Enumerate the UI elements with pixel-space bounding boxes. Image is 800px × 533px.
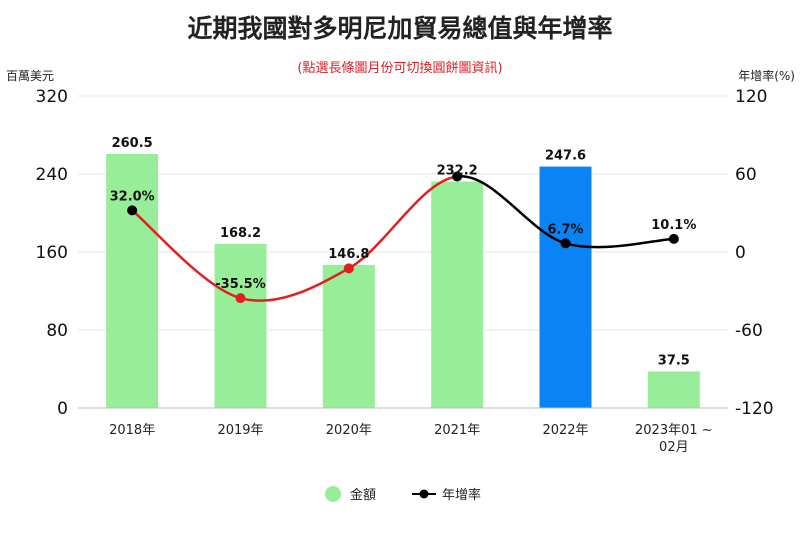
axes: 0 -120 80 -60 160 0 240 60 320 120 2018年 2019年 2020年… bbox=[36, 87, 774, 455]
y-right-tick-label: 60 bbox=[735, 165, 757, 185]
line-point bbox=[343, 263, 354, 274]
line-point bbox=[668, 233, 679, 244]
right-axis-unit: 年增率(%) bbox=[738, 68, 795, 83]
line-value-label: 10.1% bbox=[651, 218, 696, 233]
line-point bbox=[235, 293, 246, 304]
line-value-label: 6.7% bbox=[547, 222, 583, 237]
y-left-tick-label: 160 bbox=[36, 243, 68, 263]
y-right-tick-label: -60 bbox=[735, 321, 763, 341]
x-tick-label: 2022年 bbox=[542, 423, 588, 438]
x-tick-label: 2021年 bbox=[434, 423, 480, 438]
bar-value-label: 37.5 bbox=[658, 353, 690, 368]
x-tick-label: 02月 bbox=[659, 440, 689, 455]
data-labels: 260.5 168.2 146.8 232.2 247.6 37.5 32.0% -35.5%… bbox=[110, 136, 697, 368]
y-right-tick-label: -120 bbox=[735, 399, 774, 419]
bar-series[interactable] bbox=[106, 154, 700, 408]
x-tick-label: 2018年 bbox=[109, 423, 155, 438]
bar[interactable] bbox=[539, 166, 592, 408]
line-segment bbox=[457, 175, 566, 245]
bar-value-label: 260.5 bbox=[112, 136, 153, 151]
left-axis-unit: 百萬美元 bbox=[6, 69, 54, 83]
bar-value-label: 168.2 bbox=[220, 226, 261, 241]
line-segment bbox=[240, 267, 350, 302]
line-segment bbox=[348, 175, 458, 270]
x-tick-label: 2019年 bbox=[217, 423, 263, 438]
chart-title: 近期我國對多明尼加貿易總值與年增率 bbox=[187, 14, 612, 43]
bar-value-label: 146.8 bbox=[328, 247, 369, 262]
bar[interactable] bbox=[106, 154, 159, 408]
x-tick-label: 2023年01 ~ bbox=[635, 423, 713, 438]
bar[interactable] bbox=[431, 181, 484, 408]
y-left-tick-label: 320 bbox=[36, 87, 68, 107]
chart-subtitle: (點選長條圖月份可切換圓餅圖資訊) bbox=[297, 61, 502, 76]
legend-bar-label: 金額 bbox=[350, 487, 376, 503]
bar-value-label: 232.2 bbox=[437, 164, 478, 179]
line-value-label: -35.5% bbox=[215, 277, 266, 292]
bar[interactable] bbox=[214, 244, 267, 408]
x-tick-label: 2020年 bbox=[326, 423, 372, 438]
line-segment bbox=[565, 237, 674, 249]
y-left-tick-label: 240 bbox=[36, 165, 68, 185]
line-point bbox=[560, 238, 571, 249]
bar[interactable] bbox=[322, 264, 375, 408]
bar-value-label: 247.6 bbox=[545, 149, 586, 164]
gridlines bbox=[78, 95, 728, 331]
line-series bbox=[127, 171, 679, 304]
legend-bar-swatch bbox=[325, 486, 341, 502]
line-point bbox=[452, 171, 463, 182]
legend: 金額 年增率 bbox=[325, 486, 481, 503]
y-right-tick-label: 0 bbox=[735, 243, 746, 263]
y-left-tick-label: 0 bbox=[57, 399, 68, 419]
y-left-tick-label: 80 bbox=[46, 321, 68, 341]
legend-line-marker bbox=[419, 489, 429, 499]
line-segment bbox=[131, 209, 241, 300]
line-value-label: 32.0% bbox=[110, 189, 155, 204]
bar[interactable] bbox=[647, 371, 700, 408]
legend-line-label: 年增率 bbox=[442, 487, 481, 503]
line-point bbox=[127, 205, 138, 216]
y-right-tick-label: 120 bbox=[735, 87, 767, 107]
